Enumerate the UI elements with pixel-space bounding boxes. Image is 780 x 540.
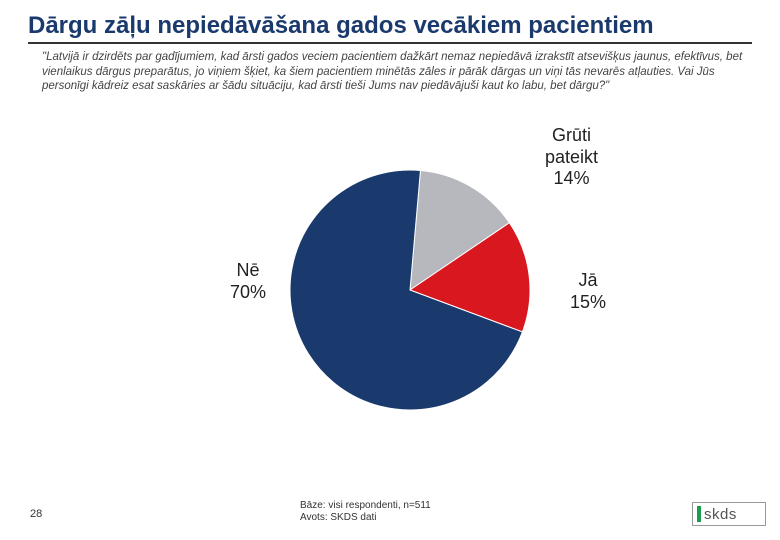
survey-question: "Latvijā ir dzirdēts par gadījumiem, kad… [0, 48, 780, 95]
slice-label-nē: Nē70% [230, 260, 266, 303]
base-line: Bāze: visi respondenti, n=511 [300, 500, 431, 512]
footer: 28 Bāze: visi respondenti, n=511 Avots: … [0, 498, 780, 532]
source-line: Avots: SKDS dati [300, 512, 431, 524]
slice-label-grūti-pateikt: Grūtipateikt14% [545, 125, 598, 190]
slice-label-jā: Jā15% [570, 270, 606, 313]
pie-chart-area: Grūtipateikt14%Jā15%Nē70% [0, 140, 780, 480]
skds-logo: skds [692, 502, 766, 526]
pie-svg [290, 170, 530, 410]
logo-text: skds [704, 506, 737, 523]
pie-chart [290, 170, 530, 410]
source-text: Bāze: visi respondenti, n=511 Avots: SKD… [300, 500, 431, 524]
page-title: Dārgu zāļu nepiedāvāšana gados vecākiem … [28, 0, 752, 44]
logo-bar-icon [697, 506, 701, 522]
page-number: 28 [30, 508, 42, 520]
